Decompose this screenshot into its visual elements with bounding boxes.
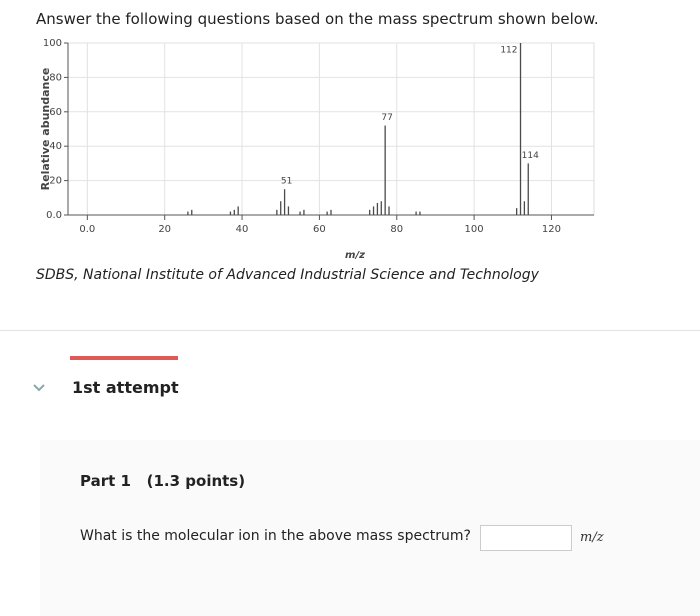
x-tick-label: 20 — [158, 224, 171, 235]
x-tick-label: 40 — [236, 224, 249, 235]
progress-bar — [70, 356, 178, 360]
y-tick-label: 20 — [49, 176, 62, 187]
y-axis-label: Relative abundance — [39, 68, 52, 191]
plot-area — [67, 42, 595, 216]
y-tick-label: 60 — [49, 107, 62, 118]
y-tick-label: 100 — [43, 38, 62, 49]
credit: SDBS, National Institute of Advanced Ind… — [36, 267, 539, 283]
part-name: Part 1 — [80, 472, 131, 490]
chevron[interactable] — [32, 383, 46, 393]
peak-label: 114 — [522, 151, 539, 161]
peak-label: 77 — [381, 113, 392, 123]
y-tick-label: 40 — [49, 141, 62, 152]
y-tick-label: 0.0 — [46, 210, 62, 221]
separator — [0, 330, 700, 331]
x-tick-label: 60 — [313, 224, 326, 235]
peak-label: 112 — [500, 46, 517, 56]
x-axis-label: m/z — [345, 250, 365, 261]
chart: m/z Relative abundance 0.0 20 40 60 80 100 0.0… — [39, 38, 595, 261]
x-tick-label: 100 — [465, 224, 484, 235]
x-tick-label: 120 — [542, 224, 561, 235]
peak-label: 51 — [281, 177, 292, 187]
unit-label: m/z — [580, 530, 604, 545]
x-tick-label: 80 — [390, 224, 403, 235]
instruction: Answer the following questions based on … — [36, 10, 599, 28]
y-tick-label: 80 — [49, 72, 62, 83]
part-panel — [40, 440, 700, 616]
question-text: What is the molecular ion in the above m… — [80, 528, 471, 544]
x-tick-label: 0.0 — [79, 224, 95, 235]
part-points: (1.3 points) — [146, 472, 246, 490]
attempt-label[interactable]: 1st attempt — [72, 378, 179, 397]
answer-input[interactable] — [480, 525, 572, 551]
part-title: Part 1 (1.3 points) — [80, 472, 245, 490]
